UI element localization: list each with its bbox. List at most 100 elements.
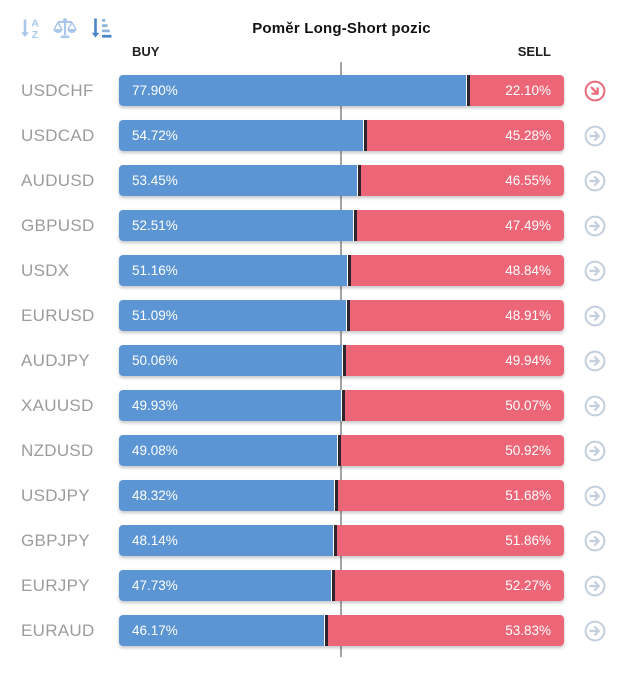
open-detail-button[interactable] <box>584 620 606 642</box>
table-row: GBPJPY 48.14% 51.86% <box>0 518 626 563</box>
open-detail-button[interactable] <box>584 170 606 192</box>
open-detail-button[interactable] <box>584 575 606 597</box>
segment-divider <box>338 435 342 466</box>
ratio-bar: 51.09% 48.91% <box>119 300 564 331</box>
pair-label: USDX <box>21 260 70 280</box>
ratio-bar: 47.73% 52.27% <box>119 570 564 601</box>
page-title: Poměr Long-Short pozic <box>252 20 431 37</box>
pair-label: XAUUSD <box>21 395 94 415</box>
buy-segment: 47.73% <box>119 570 332 601</box>
buy-segment: 49.08% <box>119 435 338 466</box>
buy-value: 50.06% <box>132 353 178 368</box>
segment-divider <box>466 75 470 106</box>
sell-value: 50.07% <box>505 398 551 413</box>
segment-divider <box>357 165 361 196</box>
segment-gap <box>331 570 333 601</box>
sell-value: 45.28% <box>505 128 551 143</box>
pair-label: AUDJPY <box>21 350 90 370</box>
table-row: USDX 51.16% 48.84% <box>0 248 626 293</box>
action-cell <box>564 620 626 642</box>
buy-segment: 46.17% <box>119 615 325 646</box>
sell-value: 51.86% <box>505 533 551 548</box>
sell-column-header: SELL <box>517 44 551 59</box>
table-row: AUDUSD 53.45% 46.55% <box>0 158 626 203</box>
open-detail-button[interactable] <box>584 350 606 372</box>
pair-label: NZDUSD <box>21 440 94 460</box>
sell-segment: 49.94% <box>345 345 564 376</box>
segment-gap <box>346 300 348 331</box>
open-detail-button[interactable] <box>584 215 606 237</box>
buy-segment: 48.14% <box>119 525 334 556</box>
sort-amount-desc-button[interactable] <box>87 15 113 41</box>
buy-segment: 54.72% <box>119 120 363 151</box>
open-detail-button[interactable] <box>584 440 606 462</box>
action-cell <box>564 80 626 102</box>
table-row: USDCHF 77.90% 22.10% <box>0 68 626 113</box>
segment-divider <box>332 570 336 601</box>
segment-gap <box>334 480 336 511</box>
open-detail-button[interactable] <box>584 485 606 507</box>
buy-value: 53.45% <box>132 173 178 188</box>
open-detail-button[interactable] <box>584 260 606 282</box>
segment-gap <box>465 75 467 106</box>
balance-scale-icon <box>53 18 77 39</box>
table-row: USDCAD 54.72% 45.28% <box>0 113 626 158</box>
action-cell <box>564 125 626 147</box>
sort-alphabetical-button[interactable]: A Z <box>17 15 43 41</box>
sell-value: 51.68% <box>505 488 551 503</box>
sell-value: 48.84% <box>505 263 551 278</box>
sort-amount-desc-icon <box>91 18 112 38</box>
open-detail-button[interactable] <box>584 395 606 417</box>
segment-gap <box>362 120 364 151</box>
ratio-bar: 77.90% 22.10% <box>119 75 564 106</box>
segment-gap <box>356 165 358 196</box>
ratio-bar: 53.45% 46.55% <box>119 165 564 196</box>
open-detail-button-active[interactable] <box>584 80 606 102</box>
ratio-bar: 52.51% 47.49% <box>119 210 564 241</box>
sell-value: 46.55% <box>505 173 551 188</box>
buy-value: 48.14% <box>132 533 178 548</box>
segment-gap <box>341 390 343 421</box>
sell-segment: 48.84% <box>350 255 564 286</box>
table-row: USDJPY 48.32% 51.68% <box>0 473 626 518</box>
segment-divider <box>347 300 351 331</box>
sell-value: 53.83% <box>505 623 551 638</box>
ratio-bar: 49.08% 50.92% <box>119 435 564 466</box>
pair-label: EURAUD <box>21 620 95 640</box>
pair-label: EURJPY <box>21 575 90 595</box>
buy-segment: 52.51% <box>119 210 353 241</box>
pair-label: EURUSD <box>21 305 95 325</box>
balance-scale-button[interactable] <box>52 15 78 41</box>
sell-segment: 50.07% <box>345 390 564 421</box>
table-row: XAUUSD 49.93% 50.07% <box>0 383 626 428</box>
sell-segment: 48.91% <box>350 300 564 331</box>
segment-gap <box>324 615 326 646</box>
pair-label: GBPUSD <box>21 215 95 235</box>
action-cell <box>564 530 626 552</box>
sell-segment: 22.10% <box>469 75 564 106</box>
open-detail-button[interactable] <box>584 530 606 552</box>
sell-segment: 45.28% <box>366 120 564 151</box>
sell-segment: 52.27% <box>335 570 564 601</box>
segment-divider <box>363 120 367 151</box>
segment-divider <box>353 210 357 241</box>
action-cell <box>564 260 626 282</box>
ratio-bar: 48.32% 51.68% <box>119 480 564 511</box>
sell-value: 47.49% <box>505 218 551 233</box>
table-row: GBPUSD 52.51% 47.49% <box>0 203 626 248</box>
open-detail-button[interactable] <box>584 125 606 147</box>
action-cell <box>564 485 626 507</box>
sell-segment: 50.92% <box>341 435 564 466</box>
table-row: EURAUD 46.17% 53.83% <box>0 608 626 653</box>
table-row: EURUSD 51.09% 48.91% <box>0 293 626 338</box>
ratio-bar: 50.06% 49.94% <box>119 345 564 376</box>
segment-gap <box>337 435 339 466</box>
buy-segment: 49.93% <box>119 390 342 421</box>
segment-gap <box>333 525 335 556</box>
segment-gap <box>341 345 343 376</box>
open-detail-button[interactable] <box>584 305 606 327</box>
buy-value: 51.16% <box>132 263 178 278</box>
sell-value: 49.94% <box>505 353 551 368</box>
action-cell <box>564 170 626 192</box>
pair-label: GBPJPY <box>21 530 90 550</box>
